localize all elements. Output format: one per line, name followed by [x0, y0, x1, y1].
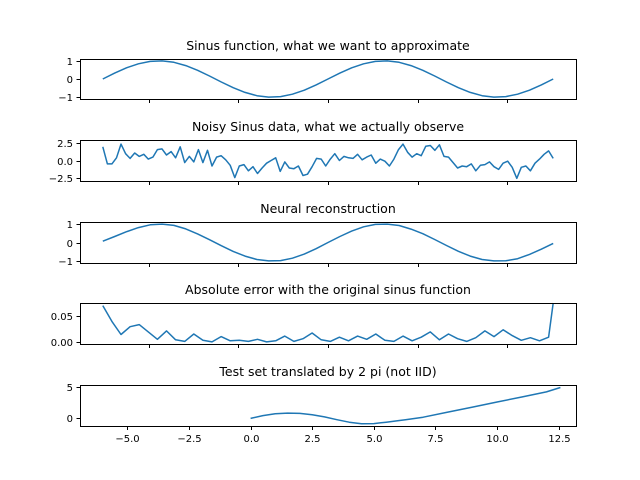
axes-frame — [80, 385, 577, 427]
series-line — [102, 60, 554, 98]
series-line — [102, 302, 554, 343]
chart-title: Sinus function, what we want to approxim… — [186, 38, 470, 53]
x-tick-label: 5.0 — [367, 434, 383, 445]
subplot-sinus: Sinus function, what we want to approxim… — [58, 38, 577, 104]
y-tick-label: 0.00 — [51, 338, 73, 349]
chart-title: Noisy Sinus data, what we actually obser… — [192, 119, 464, 134]
y-tick-label: 1 — [67, 57, 73, 68]
y-tick-label: −1 — [58, 257, 73, 268]
y-tick-label: 0.05 — [51, 312, 73, 323]
chart-title: Neural reconstruction — [260, 201, 396, 216]
y-tick-label: 5 — [67, 383, 73, 394]
y-tick-label: 0 — [67, 239, 73, 250]
subplot-absolute-error: Absolute error with the original sinus f… — [51, 282, 577, 349]
x-tick-label: −2.5 — [177, 434, 201, 445]
y-tick-label: 0.0 — [57, 157, 73, 168]
series-line — [250, 386, 561, 425]
series-line — [102, 223, 554, 262]
x-tick-label: 7.5 — [428, 434, 444, 445]
y-tick-label: −1 — [58, 93, 73, 104]
subplot-test-set: Test set translated by 2 pi (not IID) −5.… — [67, 364, 577, 445]
x-tick-label: 10.0 — [486, 434, 508, 445]
chart-title: Test set translated by 2 pi (not IID) — [218, 364, 436, 379]
y-tick-label: 2.5 — [57, 139, 73, 150]
x-tick-label: 0.0 — [244, 434, 260, 445]
chart-title: Absolute error with the original sinus f… — [185, 282, 471, 297]
x-tick-label: 2.5 — [305, 434, 321, 445]
series-line — [102, 143, 554, 180]
subplot-reconstruction: Neural reconstruction −1 0 1 — [58, 201, 577, 268]
y-tick-label: 0 — [67, 414, 73, 425]
axes-frame — [80, 303, 577, 345]
y-tick-label: 0 — [67, 75, 73, 86]
x-tick-label: 12.5 — [548, 434, 570, 445]
subplot-noisy-data: Noisy Sinus data, what we actually obser… — [49, 119, 577, 185]
y-tick-label: −2.5 — [49, 174, 73, 185]
y-tick-label: 1 — [67, 220, 73, 231]
x-tick-label: −5.0 — [115, 434, 139, 445]
